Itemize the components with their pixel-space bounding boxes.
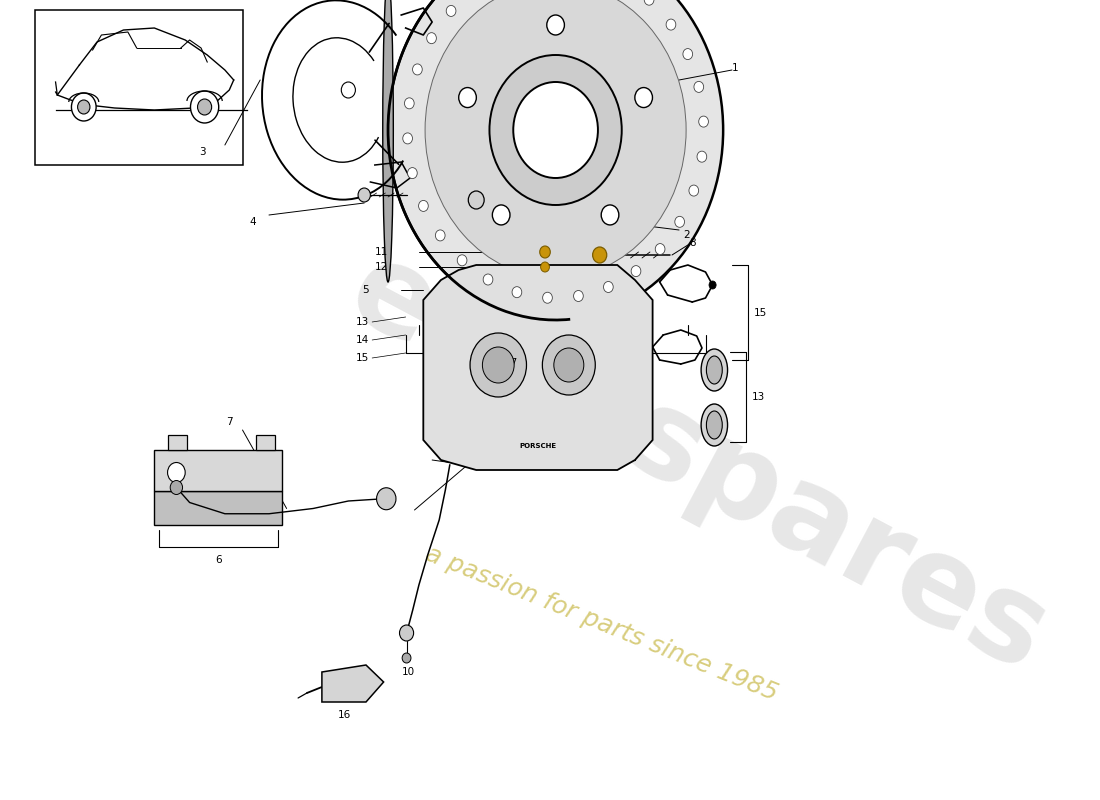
Text: 12: 12 — [375, 262, 388, 272]
Circle shape — [674, 216, 684, 227]
Polygon shape — [167, 435, 187, 450]
Circle shape — [376, 488, 396, 510]
Circle shape — [540, 262, 549, 272]
Polygon shape — [424, 265, 652, 470]
Text: 11: 11 — [375, 247, 388, 257]
Circle shape — [72, 93, 96, 121]
Circle shape — [593, 247, 607, 263]
Circle shape — [698, 116, 708, 127]
Circle shape — [483, 347, 514, 383]
Circle shape — [514, 82, 598, 178]
Text: 16: 16 — [338, 710, 351, 720]
Circle shape — [403, 133, 412, 144]
Circle shape — [412, 64, 422, 75]
Circle shape — [447, 6, 455, 17]
Polygon shape — [154, 450, 283, 491]
Text: 13: 13 — [355, 317, 368, 327]
Circle shape — [425, 0, 686, 278]
Circle shape — [689, 185, 698, 196]
Circle shape — [542, 335, 595, 395]
Circle shape — [645, 0, 654, 5]
Text: 7: 7 — [226, 417, 232, 427]
Polygon shape — [322, 665, 384, 702]
Circle shape — [388, 0, 723, 320]
Text: PORSCHE: PORSCHE — [519, 443, 557, 449]
Text: 4: 4 — [250, 217, 256, 227]
Circle shape — [635, 87, 652, 107]
Circle shape — [170, 481, 183, 494]
Polygon shape — [256, 435, 275, 450]
Text: a passion for parts since 1985: a passion for parts since 1985 — [421, 542, 781, 706]
Circle shape — [547, 15, 564, 35]
Circle shape — [493, 205, 510, 225]
Circle shape — [341, 82, 355, 98]
Circle shape — [667, 19, 675, 30]
Text: 2: 2 — [683, 230, 690, 240]
Text: 14: 14 — [355, 335, 368, 345]
Circle shape — [78, 100, 90, 114]
Text: 1: 1 — [732, 63, 738, 73]
Circle shape — [167, 462, 185, 482]
Circle shape — [436, 230, 446, 241]
Circle shape — [359, 188, 371, 202]
Circle shape — [190, 91, 219, 123]
Circle shape — [631, 266, 641, 277]
Circle shape — [427, 33, 437, 44]
Ellipse shape — [706, 411, 723, 439]
Circle shape — [694, 82, 704, 93]
Ellipse shape — [701, 349, 727, 391]
Text: 3: 3 — [199, 147, 206, 157]
Text: 13: 13 — [751, 392, 764, 402]
Polygon shape — [154, 491, 283, 525]
Circle shape — [540, 246, 550, 258]
Text: eurospares: eurospares — [330, 231, 1067, 697]
Text: 10: 10 — [402, 667, 415, 677]
Text: 5: 5 — [362, 285, 369, 295]
Text: 15: 15 — [754, 308, 768, 318]
Ellipse shape — [383, 0, 394, 282]
Circle shape — [604, 282, 613, 293]
Circle shape — [683, 49, 693, 59]
FancyBboxPatch shape — [35, 10, 242, 165]
Text: 15: 15 — [355, 353, 368, 363]
Circle shape — [459, 87, 476, 107]
Circle shape — [458, 255, 466, 266]
Circle shape — [490, 55, 622, 205]
Circle shape — [403, 653, 411, 663]
Circle shape — [542, 292, 552, 303]
Circle shape — [513, 286, 521, 298]
Circle shape — [656, 243, 666, 254]
Circle shape — [602, 205, 619, 225]
Ellipse shape — [701, 404, 727, 446]
Circle shape — [399, 625, 414, 641]
Circle shape — [405, 98, 415, 109]
Circle shape — [470, 333, 527, 397]
Text: 17: 17 — [505, 358, 518, 368]
Circle shape — [710, 281, 716, 289]
Circle shape — [553, 348, 584, 382]
Circle shape — [697, 151, 706, 162]
Circle shape — [407, 167, 417, 178]
Circle shape — [198, 99, 211, 115]
Text: 6: 6 — [214, 555, 221, 565]
Circle shape — [419, 201, 428, 211]
Circle shape — [483, 274, 493, 285]
Circle shape — [573, 290, 583, 302]
Text: 8: 8 — [690, 238, 696, 248]
Circle shape — [469, 191, 484, 209]
Ellipse shape — [706, 356, 723, 384]
